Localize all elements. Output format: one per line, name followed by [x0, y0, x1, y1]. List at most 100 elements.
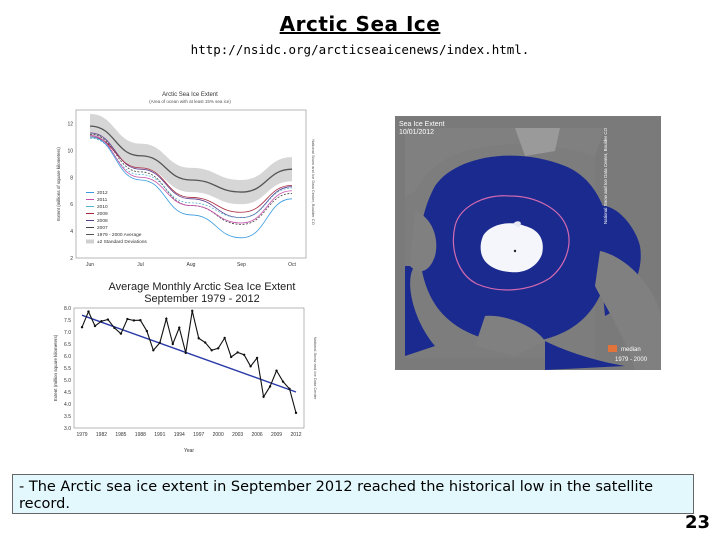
std-dev-band [90, 114, 292, 205]
extent-point [158, 341, 162, 344]
monthly-x-tick-label: 1985 [115, 432, 126, 438]
monthly-x-tick-label: 1982 [96, 432, 107, 438]
monthly-x-tick-label: 2006 [252, 432, 263, 438]
daily-x-tick-label: Oct [288, 262, 296, 268]
extent-point [145, 329, 149, 333]
daily-x-tick-label: Sep [237, 262, 246, 268]
daily-y-tick-label: 4 [70, 229, 73, 235]
daily-series-2007 [89, 133, 293, 225]
monthly-series [80, 309, 298, 415]
map-credit: National Snow and Ice Data Center, Bould… [603, 127, 608, 224]
extent-point [80, 326, 84, 329]
sea-ice-extent [480, 223, 543, 273]
extent-point [197, 337, 200, 340]
monthly-y-tick-label: 7.0 [64, 330, 71, 336]
extent-point [191, 309, 194, 313]
extent-point [87, 310, 90, 313]
monthly-y-tick-label: 8.0 [64, 306, 71, 312]
monthly-x-tick-label: 1994 [174, 432, 185, 438]
daily-series-2009 [89, 136, 293, 213]
monthly-y-tick-label: 5.0 [64, 378, 71, 384]
monthly-chart-xlabel: Year [184, 448, 194, 454]
extent-point [288, 387, 291, 391]
monthly-y-tick-label: 5.5 [64, 366, 71, 372]
daily-chart-subtitle: (Area of ocean with at least 15% sea ice… [149, 99, 231, 104]
daily-extent-chart: Arctic Sea Ice Extent (Area of ocean wit… [52, 82, 328, 272]
monthly-y-tick-label: 6.0 [64, 354, 71, 360]
monthly-chart-credit: National Snow and Ice Data Center [313, 337, 318, 400]
extent-point [281, 380, 285, 383]
page-title: Arctic Sea Ice [279, 12, 441, 36]
extent-point [178, 326, 181, 329]
daily-x-tick-label: Jul [137, 262, 143, 268]
monthly-x-tick-label: 2000 [213, 432, 224, 438]
monthly-x-tick-label: 1991 [154, 432, 165, 438]
daily-y-ticks: 12 10 8 6 4 2 [67, 121, 73, 262]
caption-box: - The Arctic sea ice extent in September… [12, 474, 694, 514]
daily-x-tick-label: Aug [187, 262, 196, 268]
monthly-x-tick-label: 1979 [76, 432, 87, 438]
extent-point [229, 355, 233, 359]
sea-ice-map: Sea Ice Extent 10/01/2012 National Snow … [395, 116, 661, 370]
median-outline [452, 195, 570, 291]
monthly-chart-ylabel: Extent (million square kilometers) [53, 334, 58, 401]
map-title-2: 10/01/2012 [399, 129, 434, 136]
extent-point [210, 349, 213, 352]
extent-point [152, 349, 155, 352]
extent-point [275, 369, 278, 372]
monthly-extent-chart: Average Monthly Arctic Sea Ice Extent Se… [52, 276, 328, 456]
extent-point [106, 318, 110, 321]
page-number: 23 [684, 512, 710, 533]
legend-label: 2011 [97, 197, 108, 203]
daily-x-tick-label: Jun [86, 262, 94, 268]
daily-series-1979-2000-average [89, 125, 293, 193]
extent-point [255, 356, 259, 360]
extent-point [119, 332, 123, 335]
daily-y-tick-label: 8 [70, 175, 73, 181]
monthly-chart-title-1: Average Monthly Arctic Sea Ice Extent [109, 281, 296, 293]
monthly-x-ticks: 1979 1982 1985 1988 1991 1994 1997 2000 2003 2006… [76, 432, 301, 438]
monthly-y-tick-label: 6.5 [64, 342, 71, 348]
legend-label: 2008 [97, 218, 108, 224]
extent-point [262, 395, 265, 398]
legend-label: 2010 [97, 204, 108, 210]
source-url[interactable]: http://nsidc.org/arcticseaicenews/index.… [190, 42, 530, 57]
monthly-y-tick-label: 3.0 [64, 426, 71, 432]
monthly-x-tick-label: 1988 [135, 432, 146, 438]
monthly-plot-frame [73, 307, 305, 429]
monthly-y-tick-label: 3.5 [64, 414, 71, 420]
legend-label: 1979 - 2000 Average [97, 232, 142, 238]
extent-point [249, 365, 252, 368]
monthly-y-ticks: 8.0 7.5 7.0 6.5 6.0 5.5 5.0 4.5 4.0 3.5 3.0 [64, 306, 71, 432]
legend-label: ±2 Standard Deviations [97, 239, 147, 245]
extent-point [139, 319, 142, 322]
monthly-x-tick-label: 2009 [271, 432, 282, 438]
daily-chart-title: Arctic Sea Ice Extent [162, 92, 218, 98]
extent-line [81, 310, 297, 414]
monthly-y-tick-label: 4.0 [64, 402, 71, 408]
monthly-x-tick-label: 1997 [193, 432, 204, 438]
legend-label: 2009 [97, 211, 108, 217]
daily-x-ticks: Jun Jul Aug Sep Oct [86, 262, 297, 268]
extent-point [132, 319, 136, 322]
extent-point [93, 324, 97, 328]
daily-chart-credit: National Snow and Ice Data Center, Bould… [311, 139, 316, 225]
monthly-chart-title-2: September 1979 - 2012 [144, 293, 260, 305]
daily-y-tick-label: 2 [70, 256, 73, 262]
legend-label: 2012 [97, 190, 108, 196]
map-title-1: Sea Ice Extent [399, 121, 445, 128]
extent-point [294, 411, 298, 415]
median-swatch [608, 345, 617, 352]
extent-point [113, 326, 116, 330]
monthly-y-tick-label: 7.5 [64, 318, 71, 324]
extent-point [216, 347, 220, 350]
daily-series-2011 [89, 135, 293, 224]
daily-y-tick-label: 10 [67, 148, 73, 154]
extent-point [204, 341, 207, 344]
extent-point [236, 351, 239, 354]
daily-series-2012 [89, 136, 293, 239]
monthly-x-tick-label: 2012 [290, 432, 301, 438]
daily-series-2010 [89, 137, 293, 219]
map-legend-years: 1979 - 2000 [615, 357, 648, 363]
daily-series-lines [89, 125, 293, 239]
